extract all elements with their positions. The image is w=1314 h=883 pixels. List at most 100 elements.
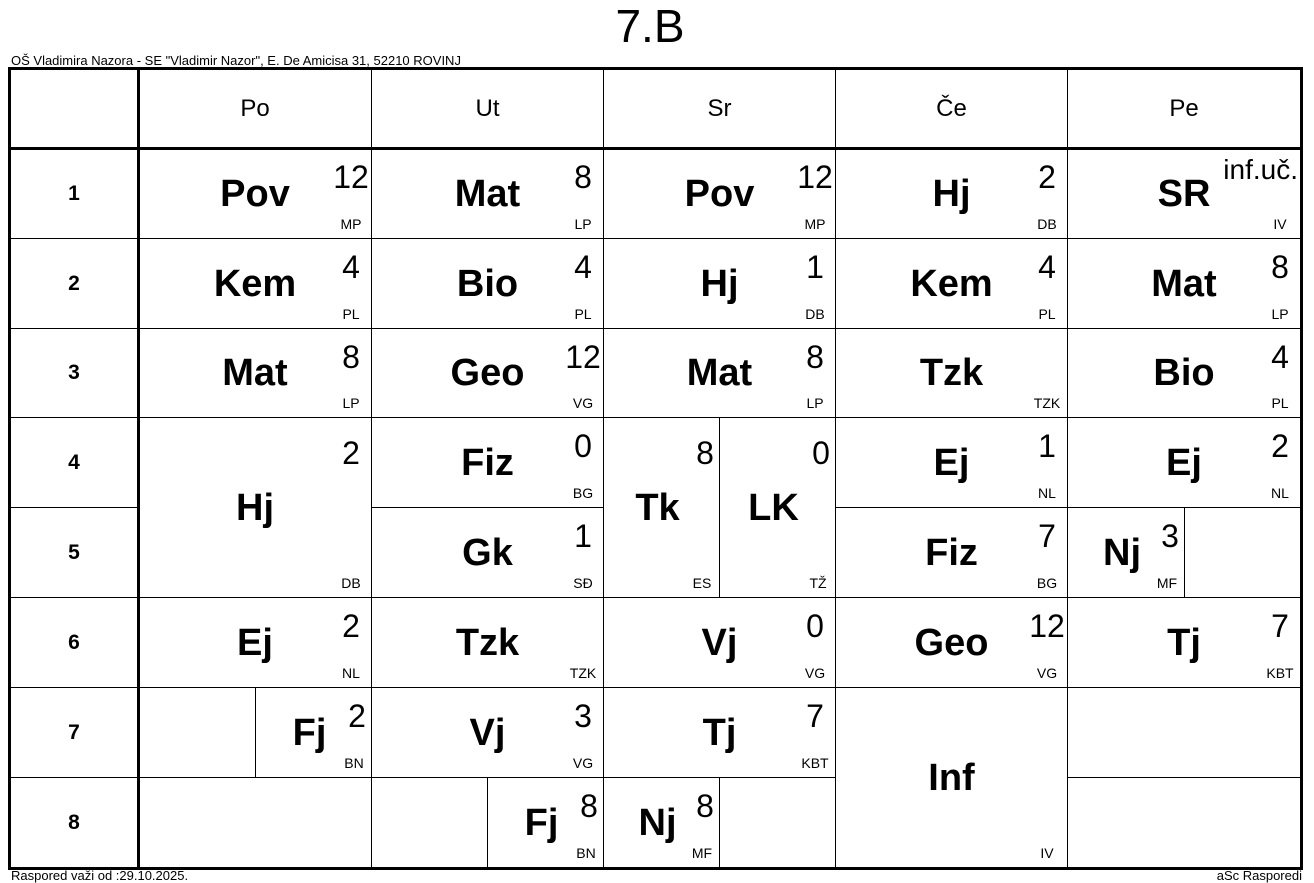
- room-number: 0: [806, 608, 824, 644]
- subject: Mat: [686, 352, 753, 394]
- day-header: Pe: [1067, 68, 1301, 149]
- corner-cell: [9, 68, 139, 149]
- room-number: 8: [696, 788, 714, 824]
- lesson-cell: Tj 7 KBT: [1067, 597, 1301, 688]
- lesson-cell: Nj 3 MF: [1067, 507, 1185, 598]
- teacher-code: VG: [1036, 665, 1058, 681]
- lesson-cell: Pov 12 MP: [138, 148, 372, 239]
- room-number: 2: [1038, 159, 1056, 195]
- software-brand: aSc Rasporedi: [1216, 868, 1302, 883]
- teacher-code: ES: [692, 575, 712, 591]
- empty-cell: [371, 777, 488, 868]
- teacher-code: VG: [804, 665, 826, 681]
- lesson-cell: Hj 2 DB: [835, 148, 1068, 239]
- teacher-code: DB: [1037, 216, 1057, 232]
- room-number: 8: [696, 435, 714, 471]
- lesson-cell: Fiz 7 BG: [835, 507, 1068, 598]
- subject: Fj: [292, 711, 327, 754]
- lesson-cell: Bio 4 PL: [1067, 328, 1301, 418]
- room-number: 0: [574, 428, 592, 464]
- subject: Vj: [469, 711, 506, 754]
- subject: Ej: [237, 621, 273, 664]
- room-number: 12: [333, 159, 369, 195]
- lesson-cell: Tzk TZK: [371, 597, 604, 688]
- lesson-cell: Hj 2 DB: [138, 417, 372, 598]
- lesson-cell: Mat 8 LP: [138, 328, 372, 418]
- lesson-cell: Mat 8 LP: [603, 328, 836, 418]
- room-number: 8: [806, 339, 824, 375]
- room-number: 8: [574, 159, 592, 195]
- period-number: 6: [9, 597, 139, 688]
- subject: Nj: [1103, 531, 1141, 574]
- day-header: Ut: [371, 68, 604, 149]
- teacher-code: BN: [576, 845, 596, 861]
- subject: Fiz: [461, 441, 514, 484]
- lesson-cell: Fj 8 BN: [487, 777, 604, 868]
- lesson-cell: Pov 12 MP: [603, 148, 836, 239]
- subject: Fj: [524, 801, 559, 844]
- subject: Vj: [701, 621, 738, 664]
- teacher-code: PL: [1271, 395, 1289, 411]
- period-number: 3: [9, 328, 139, 418]
- school-name: OŠ Vladimira Nazora - SE "Vladimir Nazor…: [11, 53, 461, 68]
- subject: Bio: [456, 262, 519, 305]
- subject: Mat: [454, 172, 521, 215]
- room-number: 7: [806, 698, 824, 734]
- day-header: Sr: [603, 68, 836, 149]
- teacher-code: MP: [804, 216, 826, 232]
- room-number: 2: [342, 435, 360, 471]
- lesson-cell: Kem 4 PL: [835, 238, 1068, 329]
- lesson-cell: Ej 2 NL: [138, 597, 372, 688]
- timetable-grid: Po Ut Sr Če Pe 1 2 3 4 5 6 7 8 Pov 12 MP Kem 4 PL Mat 8 LP Hj 2…: [8, 67, 1303, 870]
- lesson-cell: Tzk TZK: [835, 328, 1068, 418]
- lesson-cell: Geo 12 VG: [371, 328, 604, 418]
- teacher-code: NL: [342, 665, 360, 681]
- subject: Fiz: [925, 531, 978, 574]
- subject: Geo: [914, 621, 989, 664]
- lesson-cell: Ej 2 NL: [1067, 417, 1301, 508]
- subject: Hj: [700, 262, 739, 305]
- teacher-code: LP: [342, 395, 360, 411]
- lesson-cell: Fj 2 BN: [255, 687, 372, 778]
- room-number: 7: [1038, 518, 1056, 554]
- lesson-cell: Mat 8 LP: [1067, 238, 1301, 329]
- teacher-code: LP: [1271, 306, 1289, 322]
- teacher-code: DB: [805, 306, 825, 322]
- lesson-cell: SR inf.uč. IV: [1067, 148, 1301, 239]
- subject: Mat: [222, 352, 288, 394]
- room-number: 2: [342, 608, 360, 644]
- empty-cell: [1067, 687, 1301, 778]
- teacher-code: KBT: [801, 755, 829, 771]
- subject: Tzk: [919, 352, 984, 394]
- teacher-code: MF: [691, 845, 713, 861]
- period-number: 1: [9, 148, 139, 239]
- lesson-cell: Inf IV: [835, 687, 1068, 868]
- lesson-cell: Tk 8 ES: [603, 417, 720, 598]
- period-number: 5: [9, 507, 139, 598]
- room-number: 7: [1271, 608, 1289, 644]
- room-number: 8: [1271, 249, 1289, 285]
- teacher-code: IV: [1040, 845, 1054, 861]
- teacher-code: MP: [340, 216, 362, 232]
- lesson-cell: Nj 8 MF: [603, 777, 720, 868]
- period-number: 8: [9, 777, 139, 868]
- room-number: 8: [580, 788, 598, 824]
- teacher-code: SĐ: [573, 575, 593, 591]
- day-header: Če: [835, 68, 1068, 149]
- room-number: 4: [574, 249, 592, 285]
- room-number: 4: [342, 249, 360, 285]
- teacher-code: DB: [341, 575, 361, 591]
- subject: Kem: [910, 262, 993, 305]
- teacher-code: TZK: [569, 665, 597, 681]
- room-number: 12: [797, 159, 833, 195]
- period-number: 7: [9, 687, 139, 778]
- teacher-code: VG: [572, 395, 594, 411]
- room-number: 1: [806, 249, 824, 285]
- teacher-code: LP: [574, 216, 592, 232]
- subject: Pov: [684, 172, 755, 215]
- class-title: 7.B: [615, 0, 685, 52]
- subject: Pov: [220, 172, 290, 215]
- subject: Kem: [213, 262, 297, 305]
- room-number: 2: [348, 698, 366, 734]
- empty-cell: [138, 687, 256, 778]
